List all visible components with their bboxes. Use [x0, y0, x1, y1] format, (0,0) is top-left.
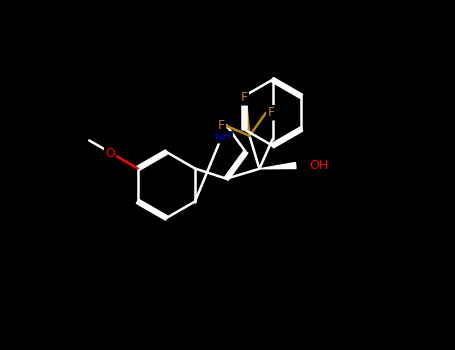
Text: NH: NH — [215, 132, 232, 142]
Text: OH: OH — [310, 159, 329, 172]
Text: F: F — [218, 119, 225, 132]
Text: O: O — [105, 147, 115, 160]
Text: F: F — [268, 106, 274, 119]
Text: F: F — [241, 91, 248, 104]
Polygon shape — [259, 162, 296, 169]
